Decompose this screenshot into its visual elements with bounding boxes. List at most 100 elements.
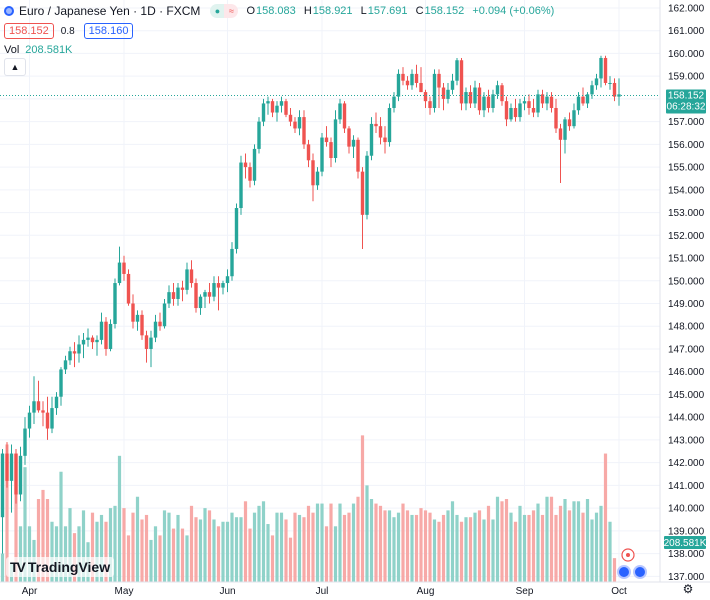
volume-bar — [581, 512, 585, 582]
candle-body — [50, 408, 54, 429]
volume-bar — [540, 514, 545, 582]
candle-body — [500, 85, 504, 102]
candle-body — [248, 167, 252, 181]
candle-body — [149, 337, 153, 349]
volume-bar — [167, 512, 171, 582]
volume-bar — [302, 517, 306, 582]
candle-body — [459, 60, 464, 104]
sell-button[interactable]: 158.152 — [4, 23, 54, 39]
volume-bar — [135, 496, 140, 582]
volume-bar — [257, 505, 261, 582]
volume-bar — [459, 521, 464, 582]
candle-body — [545, 96, 549, 104]
candle-body — [189, 269, 194, 284]
volume-bar — [369, 499, 374, 582]
price-tick-label: 150.000 — [668, 276, 705, 287]
candle-body — [126, 273, 131, 304]
candle-body — [410, 73, 414, 86]
volume-bar — [396, 512, 401, 582]
volume-bar — [486, 505, 491, 582]
candle-body — [401, 73, 405, 81]
candle-body — [396, 73, 401, 97]
volume-bar — [518, 505, 522, 582]
candle-body — [441, 87, 446, 99]
volume-bar — [117, 455, 122, 582]
gear-icon[interactable]: ⚙ — [682, 582, 694, 596]
price-axis[interactable]: 137.000 138.000 139.000 140.000 141.000 142.0… — [659, 0, 705, 583]
volume-bar — [27, 526, 32, 582]
candle-body — [41, 410, 45, 413]
volume-bar — [387, 510, 392, 582]
volume-label[interactable]: Vol — [4, 44, 20, 56]
volume-bar — [351, 503, 356, 582]
candle-body — [252, 148, 257, 181]
candle-body — [351, 139, 356, 147]
volume-bar — [221, 521, 225, 582]
candle-body — [594, 78, 599, 86]
event-marker-icon[interactable] — [633, 565, 647, 579]
candle-body — [279, 101, 284, 106]
wave-icon: ≈ — [224, 4, 239, 18]
volume-bar — [108, 508, 113, 582]
price-tick-label: 140.000 — [668, 504, 705, 515]
candle-body — [383, 137, 387, 143]
candle-body — [531, 107, 536, 113]
buy-button[interactable]: 158.160 — [83, 23, 134, 39]
candle-body — [491, 94, 495, 108]
volume-bar — [455, 514, 459, 582]
candle-body — [293, 121, 297, 129]
candle-body — [284, 101, 288, 115]
price-tick-label: 143.000 — [668, 435, 705, 446]
volume-bar — [473, 512, 477, 582]
candle-body — [333, 119, 338, 159]
candle-body — [320, 137, 324, 172]
time-tick-label: Aug — [417, 586, 435, 597]
tradingview-logo[interactable]: TV TradingView — [6, 557, 115, 577]
candle-body — [108, 323, 113, 349]
volume-bar — [198, 519, 203, 582]
candle-body — [392, 96, 396, 108]
candle-body — [140, 314, 144, 336]
candle-body — [135, 314, 140, 322]
price-tick-label: 147.000 — [668, 344, 705, 355]
volume-bar — [378, 505, 383, 582]
volume-series — [0, 435, 617, 582]
volume-bar — [347, 512, 351, 582]
time-axis[interactable]: AprMayJunJulAugSepOctNov — [0, 581, 710, 597]
ohlc-values: O158.083 H158.921 L157.691 C158.152 +0.0… — [246, 5, 559, 17]
candle-body — [90, 337, 95, 343]
candle-body — [117, 262, 122, 284]
last-price-tag: 158.152 06:28:32 — [666, 89, 706, 114]
candle-body — [99, 321, 104, 340]
volume-bar — [612, 558, 617, 582]
volume-bar — [414, 514, 419, 582]
candle-body — [207, 292, 212, 297]
volume-bar — [558, 505, 563, 582]
volume-bar — [428, 512, 432, 582]
collapse-legend-button[interactable]: ▲ — [4, 58, 26, 76]
symbol-title[interactable]: Euro / Japanese Yen · 1D · FXCM — [19, 4, 201, 18]
volume-bar — [333, 526, 338, 582]
volume-bar — [0, 553, 5, 582]
price-tick-label: 153.000 — [668, 208, 705, 219]
volume-bar — [230, 512, 234, 582]
event-marker-icon[interactable] — [617, 565, 631, 579]
time-tick-label: Apr — [22, 586, 38, 597]
volume-bar — [113, 505, 117, 582]
volume-bar — [495, 496, 500, 582]
volume-bar — [140, 519, 144, 582]
volume-bar — [536, 503, 540, 582]
candle-series — [0, 55, 621, 554]
market-status-badge[interactable]: ● ≈ — [210, 4, 239, 18]
price-tick-label: 156.000 — [668, 140, 705, 151]
time-tick-label: Jul — [316, 586, 329, 597]
volume-bar — [527, 514, 531, 582]
volume-bar — [306, 505, 311, 582]
event-markers[interactable] — [617, 548, 647, 579]
candle-body — [329, 142, 333, 159]
volume-bar — [437, 521, 441, 582]
candle-body — [23, 428, 27, 456]
candle-body — [522, 101, 527, 104]
volume-bar — [297, 514, 302, 582]
